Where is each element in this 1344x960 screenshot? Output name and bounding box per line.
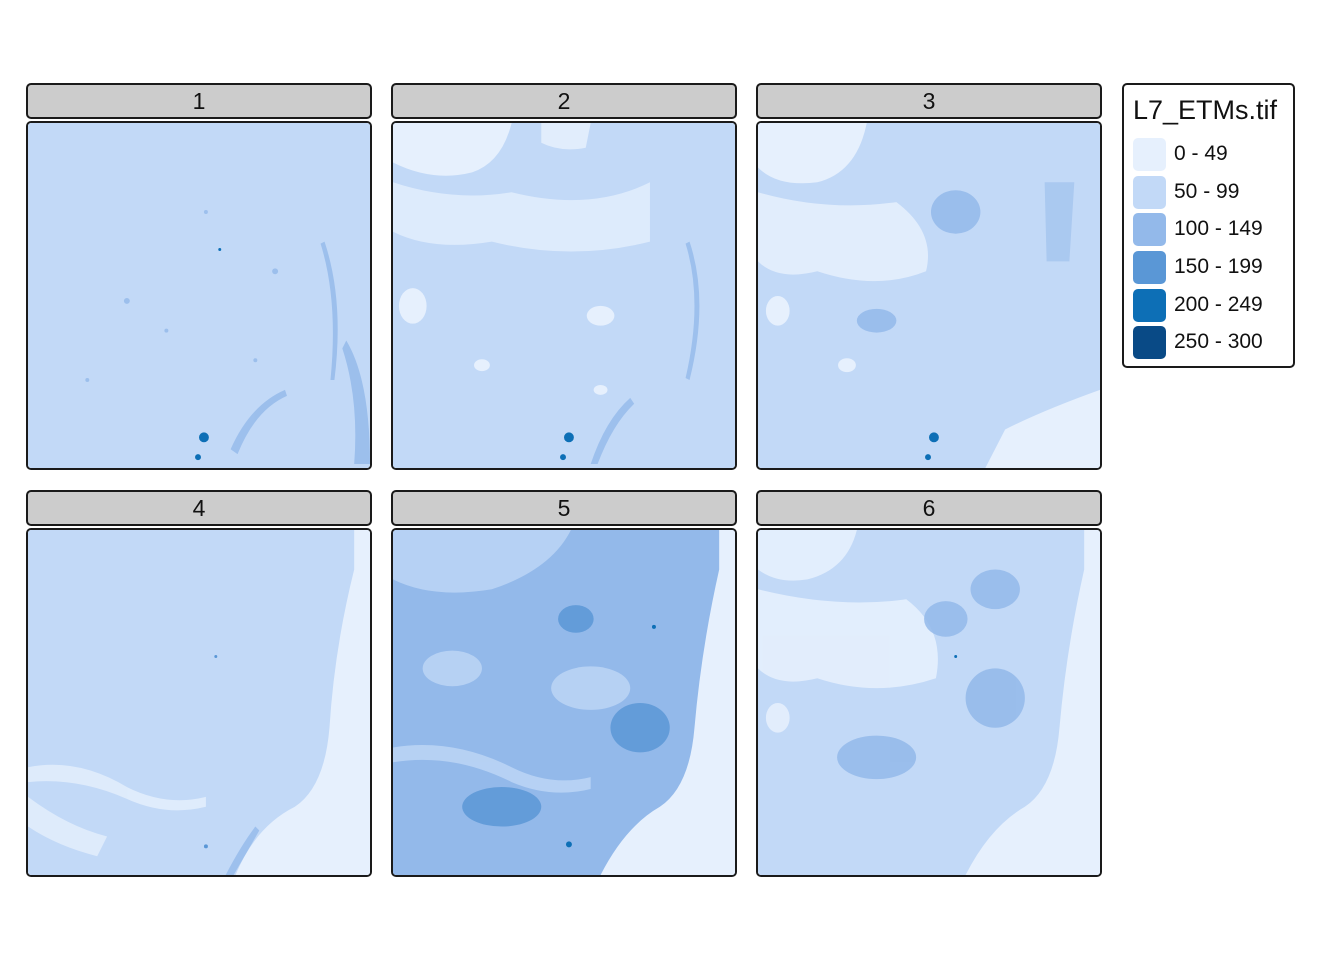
facet-panel-6: 6 xyxy=(756,490,1102,877)
facet-panel-1: 1 xyxy=(26,83,372,470)
legend-swatch xyxy=(1133,288,1166,322)
legend-swatch xyxy=(1133,212,1166,246)
legend-title: L7_ETMs.tif xyxy=(1133,95,1278,125)
legend-label: 150 - 199 xyxy=(1174,255,1263,278)
legend-label: 100 - 149 xyxy=(1174,217,1263,240)
legend-swatch xyxy=(1133,175,1166,209)
facet-panel-3: 3 xyxy=(756,83,1102,470)
map-legend: L7_ETMs.tif 0 - 49 50 - 99 100 - 149 150… xyxy=(1122,83,1295,368)
facet-strip-1: 1 xyxy=(26,83,372,119)
legend-label: 200 - 249 xyxy=(1174,293,1263,316)
legend-swatch xyxy=(1133,250,1166,284)
legend-item: 250 - 300 xyxy=(1133,325,1263,359)
legend-item: 50 - 99 xyxy=(1133,175,1239,209)
facet-strip-6: 6 xyxy=(756,490,1102,526)
legend-swatch xyxy=(1133,137,1166,171)
facet-strip-4: 4 xyxy=(26,490,372,526)
map-band-6 xyxy=(756,528,1102,877)
map-band-3 xyxy=(756,121,1102,470)
legend-item: 150 - 199 xyxy=(1133,250,1263,284)
facet-panel-5: 5 xyxy=(391,490,737,877)
facet-panel-2: 2 xyxy=(391,83,737,470)
legend-label: 50 - 99 xyxy=(1174,180,1240,203)
legend-item: 200 - 249 xyxy=(1133,288,1263,322)
legend-item: 0 - 49 xyxy=(1133,137,1228,171)
legend-swatch xyxy=(1133,325,1166,359)
legend-item: 100 - 149 xyxy=(1133,212,1263,246)
legend-label: 0 - 49 xyxy=(1174,142,1228,165)
facet-strip-5: 5 xyxy=(391,490,737,526)
facet-strip-3: 3 xyxy=(756,83,1102,119)
map-band-1 xyxy=(26,121,372,470)
map-band-5 xyxy=(391,528,737,877)
map-band-2 xyxy=(391,121,737,470)
facet-strip-2: 2 xyxy=(391,83,737,119)
legend-label: 250 - 300 xyxy=(1174,330,1263,353)
facet-panel-4: 4 xyxy=(26,490,372,877)
map-band-4 xyxy=(26,528,372,877)
